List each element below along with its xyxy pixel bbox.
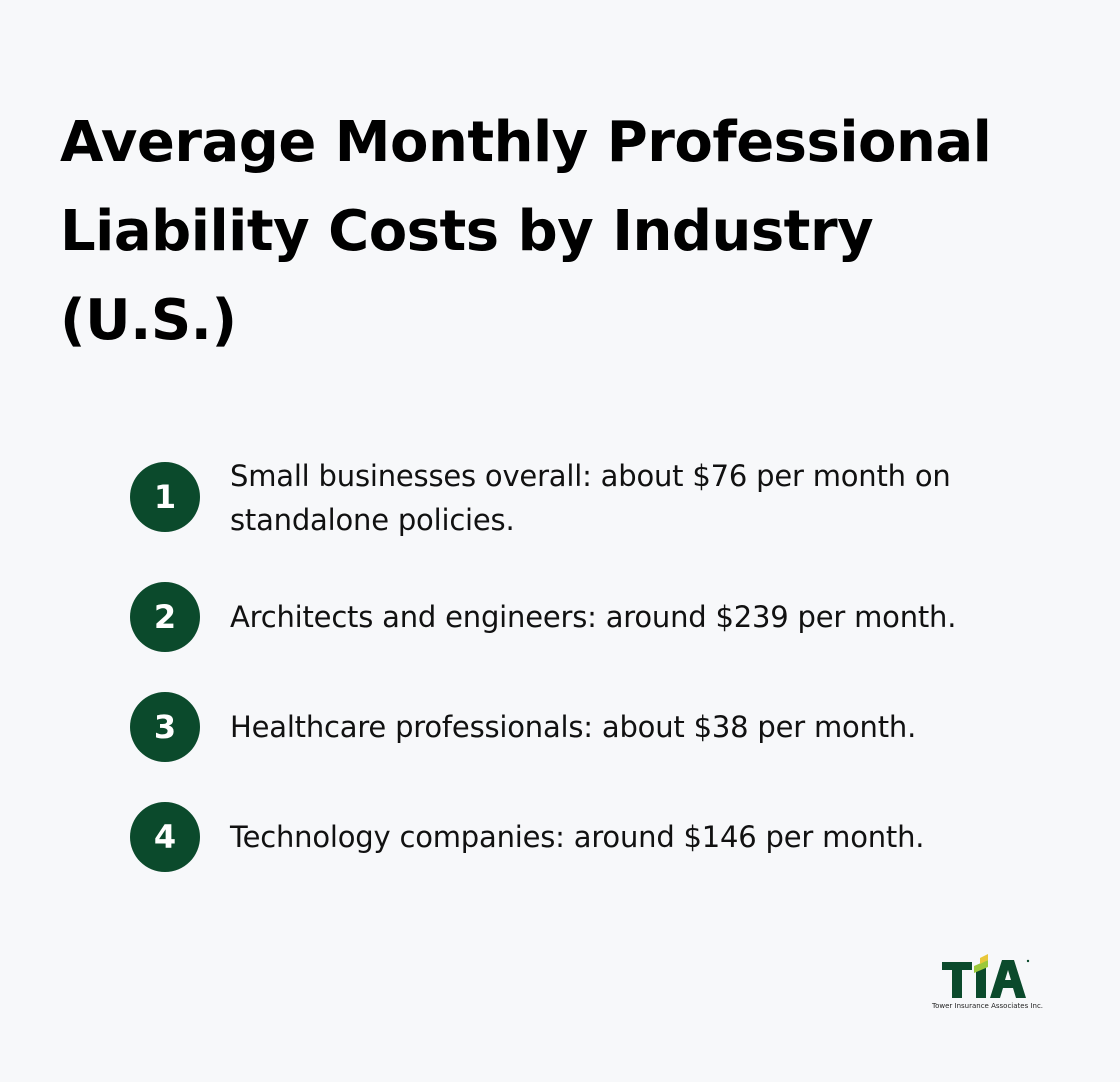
page-title: Average Monthly Professional Liability C… (60, 110, 992, 353)
number-badge: 4 (130, 802, 200, 872)
company-logo: Tower Insurance Associates Inc. (930, 950, 1055, 1020)
number-badge: 3 (130, 692, 200, 762)
number-badge: 1 (130, 462, 200, 532)
number-badge: 2 (130, 582, 200, 652)
list-item-text: Healthcare professionals: about $38 per … (230, 710, 917, 744)
list-item-text: Technology companies: around $146 per mo… (230, 820, 925, 854)
list-item-text: Architects and engineers: around $239 pe… (230, 600, 957, 634)
logo-caption: Tower Insurance Associates Inc. (932, 1002, 1044, 1010)
tia-logo-icon (942, 954, 1030, 998)
list-item-text: Small businesses overall: about $76 per … (230, 459, 951, 537)
